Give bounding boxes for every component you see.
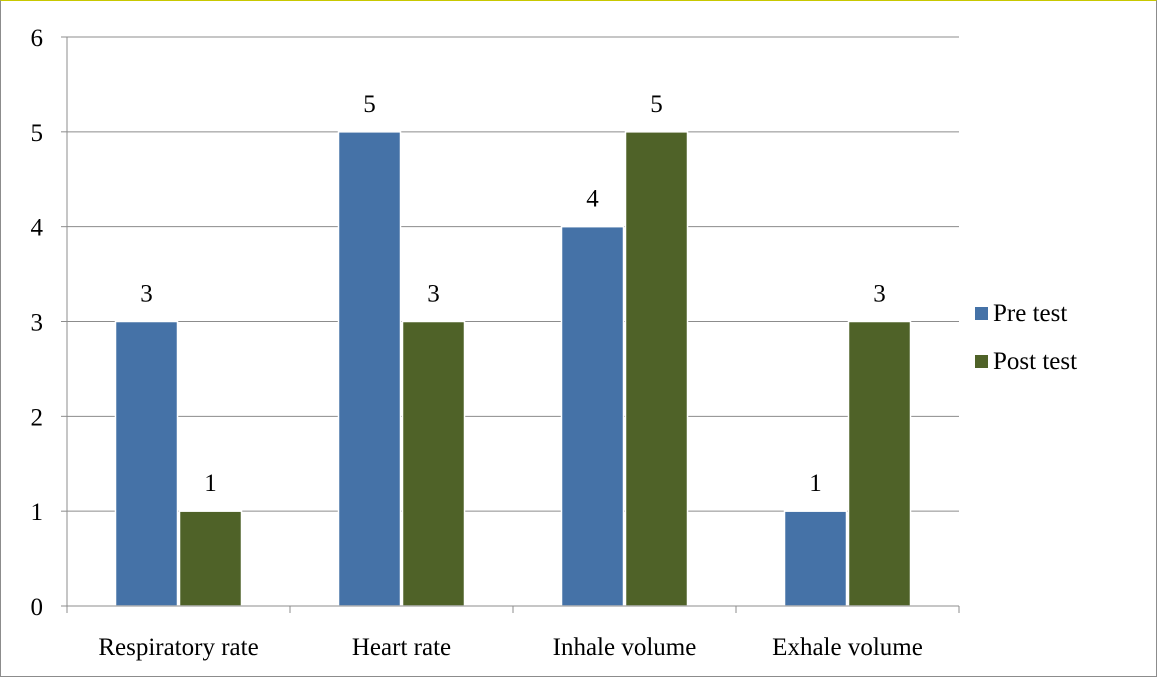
bar-pre-test-1 — [337, 131, 402, 607]
y-tick-label-6: 6 — [31, 25, 44, 52]
y-tick-label-5: 5 — [31, 120, 44, 147]
bar-post-test-0 — [178, 510, 243, 607]
x-category-label-1: Heart rate — [352, 634, 451, 661]
y-tick-label-1: 1 — [31, 499, 44, 526]
y-tick-label-3: 3 — [31, 310, 44, 337]
x-category-label-0: Respiratory rate — [98, 634, 258, 661]
data-label-post-test-2: 5 — [650, 91, 663, 118]
legend: Pre test Post test — [975, 300, 1077, 375]
x-category-label-3: Exhale volume — [772, 634, 923, 661]
labels: 0 1 2 3 4 5 6 3 1 Respiratory rate 5 3 Heart rate 4 5 I… — [31, 25, 923, 661]
bar-post-test-3 — [847, 320, 912, 607]
data-label-post-test-1: 3 — [427, 281, 440, 308]
y-tick-label-4: 4 — [31, 215, 44, 242]
bar-post-test-1 — [401, 320, 466, 607]
bar-pre-test-0 — [114, 320, 179, 607]
legend-label-pre-test: Pre test — [993, 300, 1067, 327]
axes — [61, 36, 960, 613]
data-label-pre-test-0: 3 — [140, 281, 153, 308]
y-tick-label-2: 2 — [31, 404, 44, 431]
y-tick-label-0: 0 — [31, 594, 44, 621]
legend-label-post-test: Post test — [993, 348, 1077, 375]
gridlines — [67, 36, 959, 512]
x-category-label-2: Inhale volume — [553, 634, 697, 661]
data-label-pre-test-2: 4 — [586, 186, 599, 213]
bar-pre-test-2 — [560, 225, 625, 607]
data-label-pre-test-1: 5 — [363, 91, 376, 118]
legend-swatch-post-test — [975, 355, 988, 368]
data-label-post-test-3: 3 — [873, 281, 886, 308]
data-label-pre-test-3: 1 — [809, 470, 822, 497]
bar-post-test-2 — [624, 131, 689, 607]
bars — [114, 131, 912, 607]
bar-pre-test-3 — [783, 510, 848, 607]
data-label-post-test-0: 1 — [204, 470, 217, 497]
legend-swatch-pre-test — [975, 307, 988, 320]
